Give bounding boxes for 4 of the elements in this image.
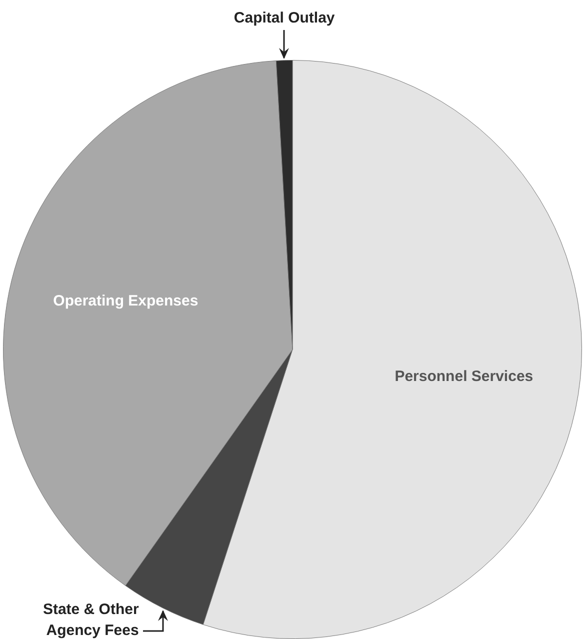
slice-label: State & Other Agency Fees [42,601,139,639]
slice-label: Personnel Services [394,368,534,385]
slice-label: Operating Expenses [53,292,198,310]
slice-label: Capital Outlay [234,9,336,26]
